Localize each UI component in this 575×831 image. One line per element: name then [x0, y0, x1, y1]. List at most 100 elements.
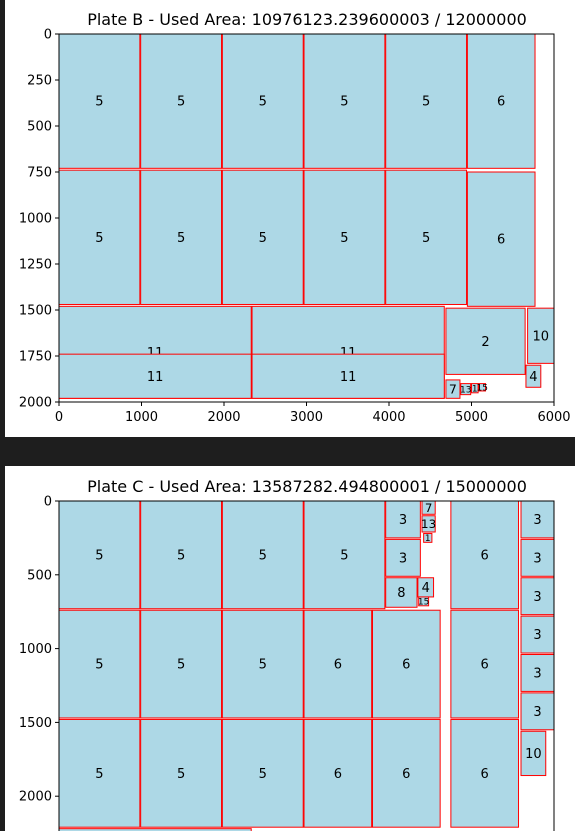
plate-c-part-rect: [520, 730, 547, 777]
plate-c-part-label: 5: [95, 548, 103, 563]
plate-b-ytick-label: 0: [44, 28, 52, 43]
plate-c-part-rect: [450, 718, 520, 828]
plate-c-part-label: 10: [525, 747, 542, 762]
plate-c-ytick-label: 500: [27, 568, 52, 583]
plate-b-part-label: 6: [497, 233, 505, 248]
plate-c-part-label: 3: [399, 513, 407, 528]
plate-c-part-rect: [520, 654, 554, 692]
plate-c-title: Plate C - Used Area: 13587282.494800001 …: [87, 477, 527, 496]
plate-c-part-label: 5: [95, 767, 103, 782]
plate-b-part-rect: [303, 169, 386, 305]
plate-b-xtick-label: 6000: [537, 410, 570, 425]
plate-c-part-rect: [221, 501, 304, 610]
plate-c-part-rect: [520, 577, 554, 616]
plate-c-part-rect: [59, 828, 252, 831]
plate-b-part-rect: [525, 364, 542, 388]
plate-b-part-label: 7: [449, 382, 457, 397]
plate-c-part-label: 3: [533, 705, 541, 720]
plate-b-part-label: 15: [476, 383, 487, 393]
plate-b-chart: Plate B - Used Area: 10976123.239600003 …: [19, 10, 571, 425]
plate-b-part-label: 4: [529, 370, 537, 385]
plate-c-part-label: 3: [399, 551, 407, 566]
plate-b-part-rect: [59, 353, 252, 399]
plate-b-part-label: 5: [340, 231, 348, 246]
plate-b-part-label: 11: [340, 370, 357, 385]
plate-b-part-rect: [140, 169, 223, 305]
plate-c-part-label: 5: [259, 767, 267, 782]
plate-c-part-rect: [520, 692, 554, 731]
plate-b-part-label: 5: [259, 231, 267, 246]
plate-b-title: Plate B - Used Area: 10976123.239600003 …: [87, 10, 527, 29]
plate-c-part-rect: [140, 609, 223, 719]
plate-b-part-rect: [471, 383, 479, 394]
plate-c-part-label: 5: [259, 658, 267, 673]
plate-b-xtick-label: 5000: [455, 410, 488, 425]
plate-c-part-rect: [421, 501, 436, 515]
plate-c-part-label: 6: [402, 767, 410, 782]
plate-b-part-label: 5: [422, 231, 430, 246]
plate-c-ytick-label: 1000: [19, 642, 52, 657]
plate-c-part-label: 5: [177, 658, 185, 673]
plate-b-part-label: 6: [497, 95, 505, 110]
plate-b-part-label: 5: [259, 95, 267, 110]
plate-c-part-rect: [221, 718, 304, 828]
plate-c-part-rect: [421, 515, 436, 533]
plate-c-part-label: 5: [95, 658, 103, 673]
plate-b-part-rect: [527, 307, 554, 364]
plate-b-part-rect: [385, 34, 468, 169]
plate-b-ytick-label: 1000: [19, 212, 52, 227]
left-dark-strip: [0, 0, 5, 831]
plate-c-part-label: 5: [259, 548, 267, 563]
plate-b-part-label: 10: [533, 329, 550, 344]
plate-b-part-label: 5: [177, 231, 185, 246]
plate-c-ytick-label: 0: [44, 495, 52, 510]
plate-c-part-rect: [221, 609, 304, 719]
plate-c-part-label: 6: [481, 767, 489, 782]
plate-c-part-rect: [140, 501, 223, 610]
plate-b-ytick-label: 1500: [19, 304, 52, 319]
plate-b-ytick-label: 2000: [19, 396, 52, 411]
plate-b-xtick-label: 3000: [290, 410, 323, 425]
plate-c-part-rect: [450, 609, 520, 719]
plate-b-part-rect: [59, 34, 141, 169]
plate-b-part-rect: [221, 169, 304, 305]
plate-b-xtick-label: 2000: [207, 410, 240, 425]
plate-c-chart: Plate C - Used Area: 13587282.494800001 …: [19, 477, 555, 831]
plate-c-part-rect: [59, 718, 141, 828]
plate-c-part-rect: [423, 532, 433, 543]
plate-c-part-rect: [450, 501, 520, 610]
plate-b-part-rect: [140, 34, 223, 169]
plate-b-xtick-label: 1000: [125, 410, 158, 425]
plate-b-ytick-label: 1250: [19, 258, 52, 273]
plate-b-part-label: 5: [95, 231, 103, 246]
plate-c-ytick-label: 1500: [19, 716, 52, 731]
plate-b-part-rect: [478, 383, 487, 392]
plate-b-xtick-label: 0: [55, 410, 63, 425]
plate-c-part-rect: [372, 609, 441, 719]
plate-b-part-label: 11: [147, 370, 164, 385]
plate-b-part-label: 5: [177, 95, 185, 110]
plate-c-part-label: 5: [177, 548, 185, 563]
plate-c-part-label: 15: [418, 598, 429, 608]
plate-c-part-rect: [59, 501, 141, 610]
plate-c-part-rect: [385, 577, 418, 608]
plate-b-part-label: 5: [95, 95, 103, 110]
plate-b-part-rect: [59, 169, 141, 305]
plate-c-part-label: 6: [402, 658, 410, 673]
plate-b-part-label: 2: [481, 335, 489, 350]
plate-b-ytick-label: 500: [27, 120, 52, 135]
plate-c-part-label: 6: [481, 548, 489, 563]
plate-c-part-label: 5: [340, 548, 348, 563]
plate-b-part-rect: [221, 34, 304, 169]
plate-c-part-label: 6: [334, 767, 342, 782]
plate-c-part-rect: [520, 538, 554, 577]
plate-c-figure: Plate C - Used Area: 13587282.494800001 …: [5, 466, 575, 831]
plate-c-part-rect: [418, 596, 430, 607]
plate-b-part-label: 13: [460, 385, 471, 395]
plate-c-part-rect: [372, 718, 441, 828]
plate-b-ytick-label: 1750: [19, 350, 52, 365]
plate-b-ytick-label: 250: [27, 74, 52, 89]
plate-b-part-rect: [460, 383, 472, 396]
plate-c-part-label: 1: [425, 534, 431, 544]
